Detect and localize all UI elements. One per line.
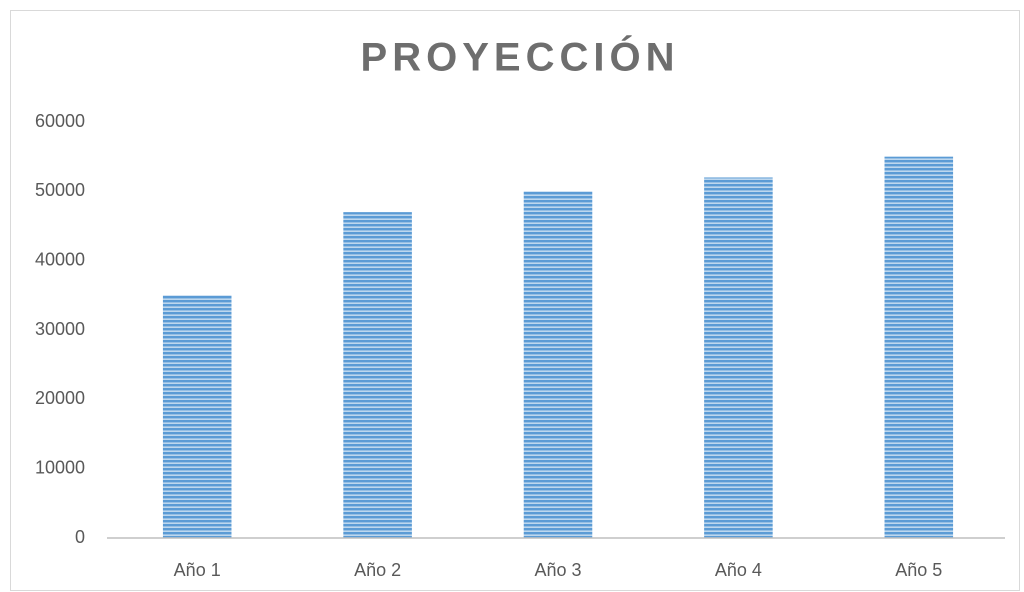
y-tick-label: 50000 [35,180,85,200]
y-tick-label: 20000 [35,388,85,408]
x-tick-label: Año 3 [534,560,581,580]
bar [523,191,593,539]
y-tick-label: 60000 [35,111,85,131]
y-tick-label: 30000 [35,319,85,339]
y-tick-label: 0 [75,527,85,547]
x-tick-label: Año 5 [895,560,942,580]
y-tick-label: 10000 [35,457,85,477]
x-tick-label: Año 4 [715,560,762,580]
chart-title: PROYECCIÓN [361,34,680,80]
x-tick-label: Año 2 [354,560,401,580]
bar [704,177,773,538]
bar [162,295,232,538]
bar [884,156,954,538]
y-tick-label: 40000 [35,249,85,269]
x-tick-label: Año 1 [174,560,221,580]
chart-border [10,10,1020,591]
bar [343,212,412,538]
